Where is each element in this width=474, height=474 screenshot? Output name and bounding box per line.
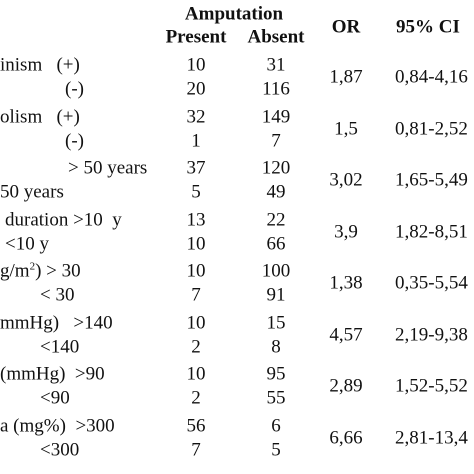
confidence-interval: 2,81-13,4 <box>395 427 468 449</box>
confidence-interval: 1,52-5,52 <box>395 375 468 397</box>
confidence-interval: 1,65-5,49 <box>395 169 468 191</box>
cell: 13 <box>186 209 206 230</box>
row-label: olism (+) <box>0 106 80 127</box>
cell: 7 <box>191 439 201 461</box>
label-text: ) > 30 <box>35 260 81 282</box>
cell: 56 <box>186 415 206 436</box>
cell: 7 <box>191 284 201 306</box>
column-header: 95% CI <box>396 16 460 38</box>
row-label: inism (+) <box>0 54 80 76</box>
cell: 1 <box>191 130 201 152</box>
cell: 10 <box>186 260 206 282</box>
row-label: (-) <box>65 78 84 100</box>
row-label: <90 <box>40 387 70 409</box>
row-label: duration >10 y <box>5 209 122 230</box>
cell: 149 <box>261 106 291 127</box>
confidence-interval: 0,35-5,54 <box>395 272 468 294</box>
cell: 95 <box>266 363 286 385</box>
odds-ratio: 4,57 <box>329 324 363 346</box>
cell: 2 <box>191 387 201 409</box>
cell: 100 <box>261 260 291 282</box>
odds-ratio: 2,89 <box>329 375 363 397</box>
group-header: Amputation <box>184 3 284 25</box>
odds-ratio: 1,87 <box>329 66 363 88</box>
odds-ratio: 1,38 <box>329 272 363 294</box>
confidence-interval: 0,84-4,16 <box>395 66 468 88</box>
cell: 66 <box>266 233 286 255</box>
cell: 15 <box>266 312 286 333</box>
row-label: <10 y <box>5 233 49 255</box>
cell: 37 <box>186 157 206 179</box>
cell: 10 <box>186 312 206 333</box>
row-label: (-) <box>65 130 84 152</box>
row-label: < 30 <box>40 284 75 306</box>
row-label: <300 <box>40 439 80 461</box>
confidence-interval: 1,82-8,51 <box>395 221 468 243</box>
cell: 31 <box>266 54 286 76</box>
row-label: > 50 years <box>68 157 148 179</box>
cell: 10 <box>186 363 206 385</box>
column-header: Absent <box>247 26 305 48</box>
cell: 8 <box>271 336 281 358</box>
odds-ratio: 1,5 <box>334 118 358 140</box>
confidence-interval: 0,81-2,52 <box>395 118 468 140</box>
row-label: 50 years <box>0 181 64 203</box>
cell: 5 <box>271 439 281 461</box>
cell: 20 <box>186 78 206 100</box>
odds-ratio: 3,02 <box>329 169 363 191</box>
cell: 10 <box>186 54 206 76</box>
cell: 49 <box>266 181 286 203</box>
label-text: g/m <box>0 260 30 282</box>
cell: 120 <box>261 157 291 179</box>
cell: 55 <box>266 387 286 409</box>
row-label: <140 <box>40 336 80 358</box>
cell: 91 <box>266 284 286 306</box>
cell: 10 <box>186 233 206 255</box>
confidence-interval: 2,19-9,38 <box>395 324 468 346</box>
label-superscript: 2 <box>29 260 36 273</box>
cell: 22 <box>266 209 286 230</box>
cell: 116 <box>262 78 290 100</box>
row-label: (mmHg) >90 <box>0 363 105 385</box>
cell: 7 <box>271 130 281 152</box>
odds-ratio: 6,66 <box>329 427 363 449</box>
row-label: g/m2) > 30 <box>0 260 81 282</box>
cell: 2 <box>191 336 201 358</box>
column-header: Present <box>165 26 227 48</box>
cell: 5 <box>191 181 201 203</box>
row-label: a (mg%) >300 <box>0 415 115 436</box>
column-header: OR <box>331 16 361 38</box>
odds-ratio: 3,9 <box>334 221 358 243</box>
cell: 32 <box>186 106 206 127</box>
cell: 6 <box>271 415 281 436</box>
row-label: mmHg) >140 <box>0 312 113 333</box>
